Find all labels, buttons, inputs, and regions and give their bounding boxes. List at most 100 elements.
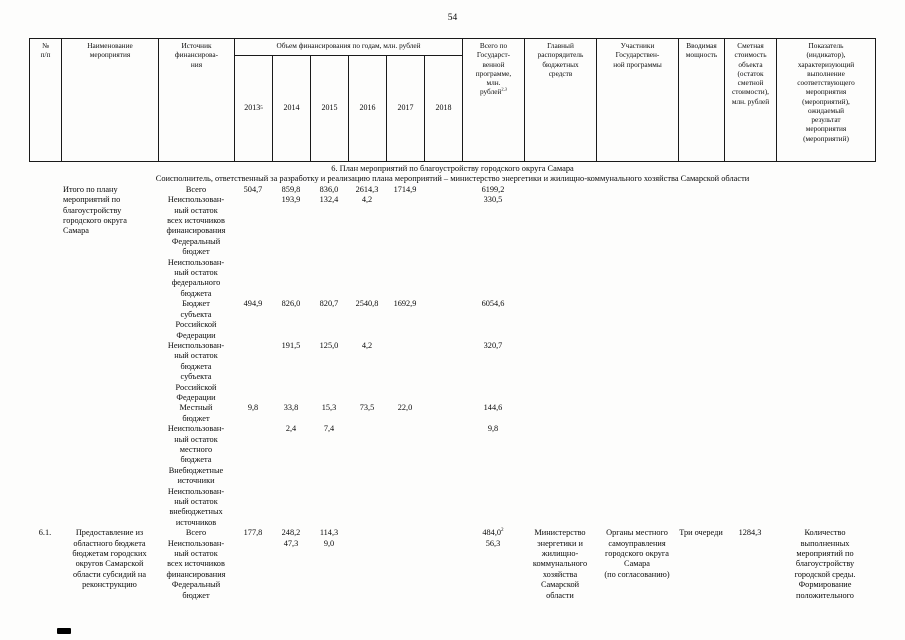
amount-2015: 836,0 xyxy=(319,184,339,194)
funding-source-label: Местный бюджет xyxy=(179,403,213,423)
amount-2016: 73,5 xyxy=(359,403,375,413)
amount-2015: 114,3 xyxy=(319,528,339,538)
page-number: 54 xyxy=(447,13,458,23)
header-col-participants: Участники Государствен- ной программы xyxy=(597,39,679,161)
header-year-2016: 2016 xyxy=(349,56,387,161)
header-year-2015: 2015 xyxy=(311,56,349,161)
funding-row: Федеральный бюджет xyxy=(158,580,524,601)
total-value: 56,3 xyxy=(485,538,501,548)
amount-2015: 9,0 xyxy=(323,538,335,548)
amount-2015: 132,4 xyxy=(319,195,339,205)
funding-entries: Всего 504,7 859,8 836,0 2614,3 1714,9 61… xyxy=(158,185,524,528)
header-years-group: Объем финансирования по годам, млн. рубл… xyxy=(235,39,463,56)
funding-row: Федеральный бюджет xyxy=(158,237,524,258)
funding-row: Местный бюджет 9,8 33,8 15,3 73,5 22,0 1… xyxy=(158,403,524,424)
amount-total: 56,3 xyxy=(462,539,524,549)
table-row-totals: Итого по плану мероприятий по благоустро… xyxy=(29,185,876,528)
amount-2015: 125,0 xyxy=(319,340,339,350)
header-col-funding-source: Источник финансирова- ния xyxy=(159,39,235,161)
funding-source-label: Всего xyxy=(185,184,207,194)
year-label: 2013 xyxy=(244,103,261,113)
program-participants: Органы местного самоуправления городског… xyxy=(604,528,670,579)
amount-total: 6054,6 xyxy=(462,299,524,309)
header-col-program-total: Всего по Государст- венной программе, мл… xyxy=(463,39,525,161)
amount-2015: 820,7 xyxy=(319,299,339,309)
amount-2014: 2,4 xyxy=(285,424,297,434)
amount-2016: 4,2 xyxy=(361,340,373,350)
funding-row: Бюджет субъекта Российской Федерации 494… xyxy=(158,299,524,341)
document-sheet: № п/п Наименование мероприятия Источник … xyxy=(29,38,876,601)
funding-row: Внебюджетные источники xyxy=(158,466,524,487)
header-year-2013: 2013 5 xyxy=(235,56,273,161)
funding-source-label: Неиспользован- ный остаток всех источник… xyxy=(166,538,226,579)
budget-manager: Министерство энергетики и жилищно- комму… xyxy=(532,528,588,600)
total-value: 9,8 xyxy=(487,424,499,434)
funding-source-label: Неиспользован- ный остаток всех источник… xyxy=(166,195,226,236)
total-value: 144,6 xyxy=(483,403,503,413)
amount-2013: 494,9 xyxy=(243,299,263,309)
section-co-executor: Соисполнитель, ответственный за разработ… xyxy=(155,174,750,184)
table-header: № п/п Наименование мероприятия Источник … xyxy=(29,38,876,162)
funding-row: Неиспользован- ный остаток бюджета субъе… xyxy=(158,341,524,403)
total-value: 6199,2 xyxy=(481,184,505,194)
funding-source-label: Внебюджетные источники xyxy=(168,465,224,486)
input-capacity: Три очереди xyxy=(679,528,723,538)
funding-source-label: Неиспользован- ный остаток внебюджетных … xyxy=(167,486,225,527)
amount-2014: 33,8 xyxy=(283,403,299,413)
funding-row: Неиспользован- ный остаток федерального … xyxy=(158,258,524,300)
funding-source-label: Федеральный бюджет xyxy=(171,236,221,257)
amount-2013: 9,8 xyxy=(247,403,259,413)
header-year-2018: 2018 xyxy=(425,56,463,161)
amount-2016: 4,2 xyxy=(361,195,373,205)
funding-source-label: Федеральный бюджет xyxy=(171,580,221,600)
amount-2013: 504,7 xyxy=(243,184,263,194)
funding-source-label: Всего xyxy=(185,528,207,538)
indicator-text: Количество выполненных мероприятий по бл… xyxy=(794,528,856,600)
funding-entries: Всего 177,8 248,2 114,3 484,02 Неиспольз… xyxy=(158,528,524,601)
funding-source-label: Неиспользован- ный остаток бюджета субъе… xyxy=(167,340,225,402)
amount-2014: 191,5 xyxy=(281,340,301,350)
header-col-budget-manager: Главный распорядитель бюджетных средств xyxy=(525,39,597,161)
amount-total: 330,5 xyxy=(462,195,524,205)
amount-2014: 193,9 xyxy=(281,195,301,205)
amount-total: 144,6 xyxy=(462,403,524,413)
amount-total: 484,02 xyxy=(462,528,524,538)
funding-row: Неиспользован- ный остаток внебюджетных … xyxy=(158,487,524,529)
funding-row: Неиспользован- ный остаток всех источник… xyxy=(158,539,524,581)
row-number: 6.1. xyxy=(38,528,52,538)
section-title: 6. План мероприятий по благоустройству г… xyxy=(331,164,574,173)
total-value: 6054,6 xyxy=(481,299,505,309)
amount-total: 9,8 xyxy=(462,424,524,434)
funding-row: Всего 177,8 248,2 114,3 484,02 xyxy=(158,528,524,538)
measure-name: Итого по плану мероприятий по благоустро… xyxy=(63,184,127,236)
amount-2017: 22,0 xyxy=(397,403,413,413)
amount-2014: 826,0 xyxy=(281,299,301,309)
program-total-label: Всего по Государст- венной программе, мл… xyxy=(475,41,512,97)
amount-2016: 2614,3 xyxy=(355,184,379,194)
header-col-estimated-cost: Сметная стоимость объекта (остаток сметн… xyxy=(725,39,777,161)
amount-2014: 859,8 xyxy=(281,184,301,194)
amount-2017: 1714,9 xyxy=(393,184,417,194)
header-col-measure-name: Наименование мероприятия xyxy=(62,39,159,161)
estimated-cost: 1284,3 xyxy=(738,528,762,538)
header-year-2017: 2017 xyxy=(387,56,425,161)
footnote-marker: 2,3 xyxy=(501,86,508,92)
amount-2017: 1692,9 xyxy=(393,299,417,309)
funding-source-label: Неиспользован- ный остаток федерального … xyxy=(167,257,225,298)
total-value: 320,7 xyxy=(483,340,503,350)
header-col-capacity: Вводимая мощность xyxy=(679,39,725,161)
header-year-2014: 2014 xyxy=(273,56,311,161)
table-row-6-1: 6.1. Предоставление из областного бюджет… xyxy=(29,528,876,601)
funding-row: Всего 504,7 859,8 836,0 2614,3 1714,9 61… xyxy=(158,185,524,195)
header-col-number: № п/п xyxy=(30,39,62,161)
amount-total: 320,7 xyxy=(462,341,524,351)
measure-name: Предоставление из областного бюджета бюд… xyxy=(72,528,147,590)
amount-2015: 15,3 xyxy=(321,403,337,413)
header-col-indicator: Показатель (индикатор), характеризующий … xyxy=(797,41,855,143)
funding-row: Неиспользован- ный остаток местного бюдж… xyxy=(158,424,524,466)
funding-source-label: Бюджет субъекта Российской Федерации xyxy=(175,299,217,340)
total-value: 484,0 xyxy=(482,528,502,538)
funding-source-label: Неиспользован- ный остаток местного бюдж… xyxy=(167,424,225,465)
amount-2014: 47,3 xyxy=(283,538,299,548)
amount-2014: 248,2 xyxy=(281,528,301,538)
